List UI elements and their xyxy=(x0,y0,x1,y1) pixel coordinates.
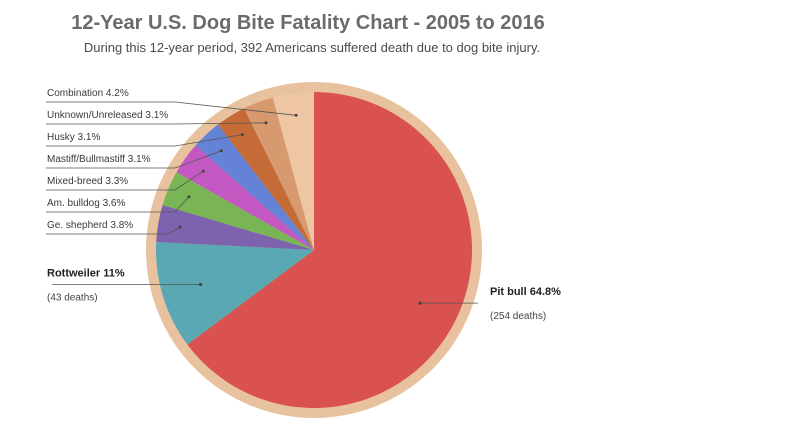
label-combination: Combination 4.2% xyxy=(47,88,129,99)
leader-line-mixed-breed xyxy=(46,170,204,191)
sublabel-pit-bull: (254 deaths) xyxy=(490,311,546,322)
leader-dot-am-bulldog xyxy=(187,195,191,199)
pie-slices xyxy=(156,92,472,408)
label-am-bulldog: Am. bulldog 3.6% xyxy=(47,198,125,209)
slice-rottweiler xyxy=(156,242,314,345)
label-husky: Husky 3.1% xyxy=(47,132,100,143)
chart-subtitle: During this 12-year period, 392 American… xyxy=(84,40,540,55)
leader-dot-husky xyxy=(240,133,244,137)
slice-combination xyxy=(272,92,314,250)
slice-ge-shepherd xyxy=(156,204,314,250)
leader-dot-unknown-unreleased xyxy=(264,121,268,125)
slice-mastiff-bullmastiff xyxy=(195,124,314,250)
label-pit-bull: Pit bull 64.8% xyxy=(490,286,561,298)
leader-dot-rottweiler xyxy=(199,282,203,287)
slice-labels: Pit bull 64.8% (254 deaths) Rottweiler 11%… xyxy=(47,88,561,322)
label-rottweiler: Rottweiler 11% xyxy=(47,267,125,279)
leader-dot-ge-shepherd xyxy=(178,225,182,229)
chart-title: 12-Year U.S. Dog Bite Fatality Chart - 2… xyxy=(71,12,545,34)
leader-line-mastiff-bullmastiff xyxy=(46,150,222,169)
leader-lines xyxy=(46,101,478,305)
label-ge-shepherd: Ge. shepherd 3.8% xyxy=(47,220,133,231)
slice-mixed-breed xyxy=(176,145,314,250)
label-mastiff-bullmastiff: Mastiff/Bullmastiff 3.1% xyxy=(47,154,151,165)
leader-line-husky xyxy=(46,134,243,147)
slice-husky xyxy=(217,108,314,250)
sublabel-rottweiler: (43 deaths) xyxy=(47,292,98,303)
leader-line-am-bulldog xyxy=(46,196,190,213)
label-unknown-unreleased: Unknown/Unreleased 3.1% xyxy=(47,110,168,121)
slice-pit-bull xyxy=(187,92,472,408)
leader-line-ge-shepherd xyxy=(46,226,181,235)
slice-am-bulldog xyxy=(162,172,314,250)
leader-dot-pit-bull xyxy=(418,301,422,305)
slice-unknown-unreleased xyxy=(244,97,314,250)
leader-line-combination xyxy=(46,101,297,116)
leader-dot-mastiff-bullmastiff xyxy=(219,149,223,153)
leader-dot-mixed-breed xyxy=(201,169,205,173)
leader-line-unknown-unreleased xyxy=(46,122,267,125)
label-mixed-breed: Mixed-breed 3.3% xyxy=(47,176,128,187)
leader-dot-combination xyxy=(294,113,298,117)
